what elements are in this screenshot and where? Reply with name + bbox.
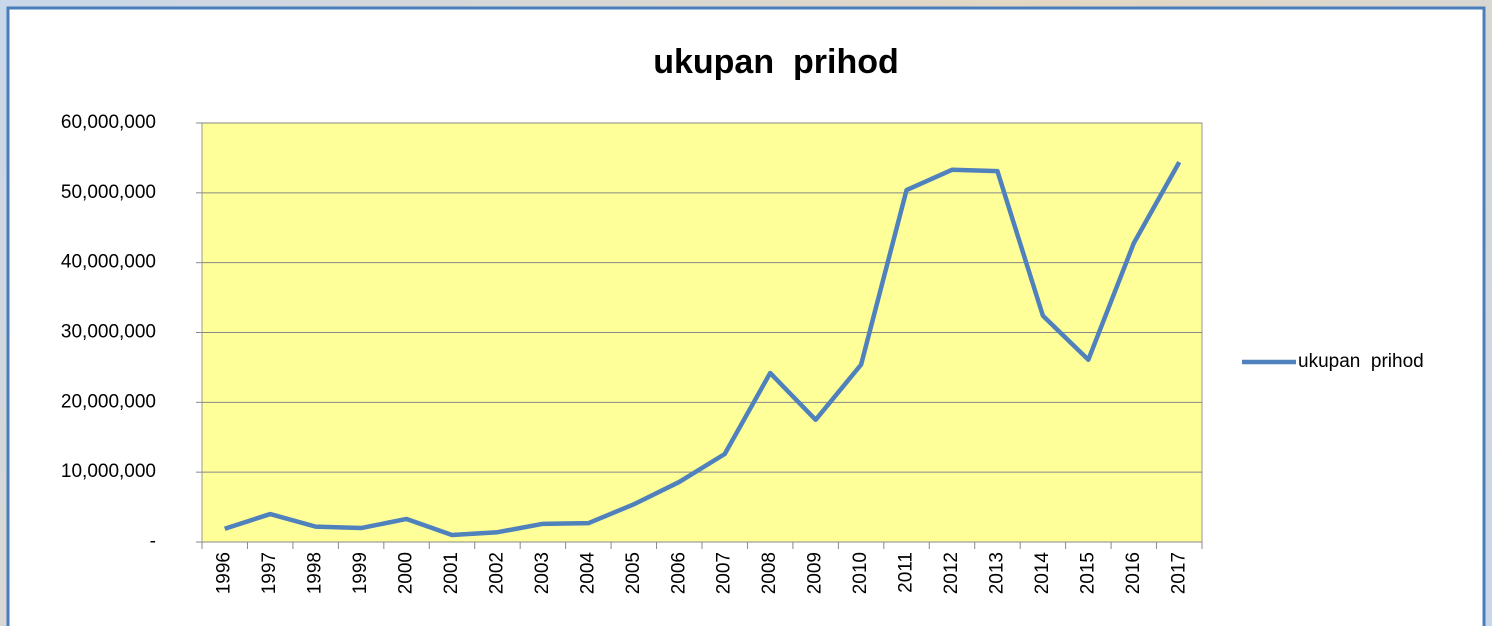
- x-tick-label: 2013: [986, 552, 1007, 594]
- y-tick-label: 10,000,000: [61, 461, 156, 482]
- x-tick-label: 2000: [396, 552, 417, 594]
- x-tick-label: 2004: [577, 552, 598, 595]
- x-tick-label: 2001: [441, 552, 462, 594]
- y-tick-label: 30,000,000: [61, 322, 156, 343]
- x-tick-label: 1999: [350, 552, 371, 594]
- x-tick-label: 2014: [1032, 552, 1053, 595]
- chart-title: ukupan prihod: [653, 43, 899, 81]
- y-tick-label: 20,000,000: [61, 391, 156, 412]
- x-tick-label: 2015: [1077, 552, 1098, 594]
- x-tick-label: 2012: [941, 552, 962, 594]
- x-tick-label: 2007: [714, 552, 735, 594]
- x-tick-label: 2006: [668, 552, 689, 594]
- x-tick-label: 1997: [259, 552, 280, 594]
- x-tick-label: 2003: [532, 552, 553, 594]
- x-tick-label: 2016: [1123, 552, 1144, 594]
- y-tick-label: 40,000,000: [61, 252, 156, 273]
- x-tick-label: 2011: [896, 552, 917, 593]
- x-tick-label: 2002: [486, 552, 507, 594]
- x-tick-label: 2017: [1168, 552, 1189, 594]
- x-tick-label: 2010: [850, 552, 871, 594]
- x-tick-label: 2009: [805, 552, 826, 594]
- y-tick-label: 50,000,000: [61, 182, 156, 203]
- y-tick-label: 60,000,000: [61, 112, 156, 133]
- x-tick-label: 1996: [214, 552, 235, 594]
- line: [224, 161, 1182, 538]
- x-tick-label: 2005: [623, 552, 644, 594]
- x-tick-label: 2008: [759, 552, 780, 594]
- x-tick-label: 1998: [305, 552, 326, 594]
- legend-label: ukupan prihod: [1298, 351, 1424, 372]
- y-tick-label: -: [150, 531, 156, 552]
